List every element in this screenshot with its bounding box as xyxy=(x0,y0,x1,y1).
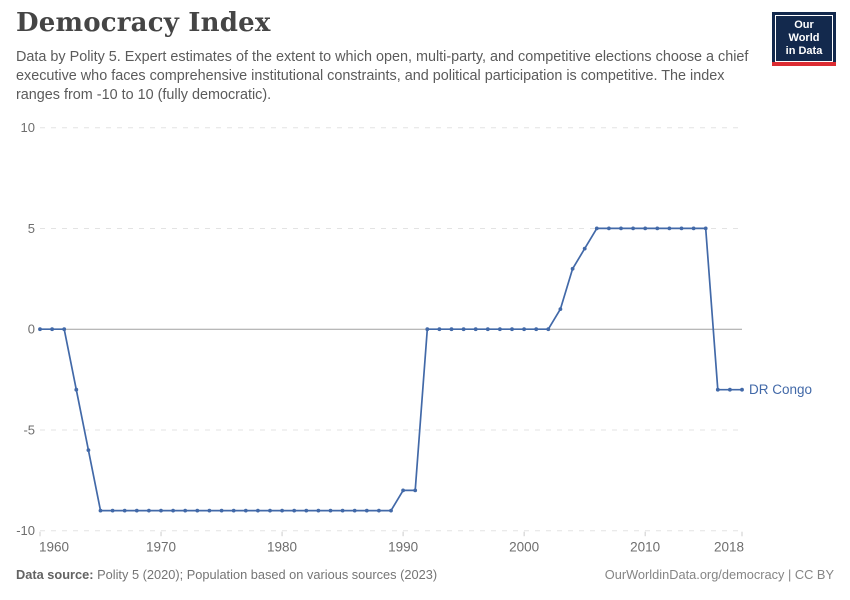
x-axis-tick-label: 2000 xyxy=(509,540,539,555)
data-point[interactable] xyxy=(207,508,212,513)
data-point[interactable] xyxy=(655,226,660,231)
data-point[interactable] xyxy=(546,327,551,332)
x-axis-tick-label: 2018 xyxy=(714,540,744,555)
data-point[interactable] xyxy=(377,508,381,513)
x-axis-tick-label: 1980 xyxy=(267,540,297,555)
data-point[interactable] xyxy=(631,226,635,231)
series-end-label: DR Congo xyxy=(749,382,812,397)
y-axis-tick-label: 0 xyxy=(28,322,35,337)
data-point[interactable] xyxy=(364,508,369,513)
data-point[interactable] xyxy=(389,508,393,513)
data-point[interactable] xyxy=(534,327,539,332)
owid-logo-line1: Our World xyxy=(788,19,820,44)
data-point[interactable] xyxy=(425,327,430,332)
data-point[interactable] xyxy=(98,508,103,513)
y-axis-tick-label: -5 xyxy=(23,422,35,437)
data-point[interactable] xyxy=(607,226,611,231)
data-point[interactable] xyxy=(328,508,333,513)
data-point[interactable] xyxy=(171,508,176,513)
data-point[interactable] xyxy=(691,226,696,231)
data-point[interactable] xyxy=(243,508,248,513)
data-point[interactable] xyxy=(473,327,478,332)
data-point[interactable] xyxy=(570,266,575,271)
owid-logo-line2: in Data xyxy=(785,45,823,57)
data-point[interactable] xyxy=(219,508,224,513)
data-point[interactable] xyxy=(231,508,236,513)
data-point[interactable] xyxy=(122,508,127,513)
data-point[interactable] xyxy=(38,327,42,332)
x-axis-tick-label: 2010 xyxy=(630,540,660,555)
data-point[interactable] xyxy=(86,448,91,452)
data-point[interactable] xyxy=(728,387,732,392)
data-point[interactable] xyxy=(352,508,357,513)
page-title: Democracy Index xyxy=(16,8,271,38)
data-point[interactable] xyxy=(256,508,260,513)
data-point[interactable] xyxy=(619,226,623,231)
data-point[interactable] xyxy=(316,508,321,513)
x-axis-tick-label: 1990 xyxy=(388,540,418,555)
owid-logo[interactable]: Our World in Data xyxy=(772,12,836,66)
data-point[interactable] xyxy=(62,327,67,332)
data-point[interactable] xyxy=(159,508,163,513)
y-axis-tick-label: -10 xyxy=(16,523,35,538)
data-point[interactable] xyxy=(74,387,79,392)
data-point[interactable] xyxy=(340,508,345,513)
data-point[interactable] xyxy=(304,508,309,513)
data-point[interactable] xyxy=(679,226,684,231)
data-source-note: Data source: Polity 5 (2020); Population… xyxy=(16,567,437,582)
data-point[interactable] xyxy=(268,508,272,513)
data-point[interactable] xyxy=(280,508,284,513)
y-axis-tick-label: 5 xyxy=(28,221,35,236)
data-point[interactable] xyxy=(401,488,405,493)
data-point[interactable] xyxy=(594,226,599,231)
data-point[interactable] xyxy=(643,226,648,231)
data-point[interactable] xyxy=(522,327,526,332)
data-point[interactable] xyxy=(740,387,744,392)
x-axis-tick-label: 1960 xyxy=(39,540,69,555)
data-source-label: Data source: xyxy=(16,567,94,582)
data-point[interactable] xyxy=(582,246,587,251)
data-point[interactable] xyxy=(449,327,454,332)
data-point[interactable] xyxy=(558,307,563,311)
data-point[interactable] xyxy=(110,508,115,513)
chart-subtitle: Data by Polity 5. Expert estimates of th… xyxy=(16,49,749,103)
data-point[interactable] xyxy=(715,387,720,392)
data-point[interactable] xyxy=(437,327,442,332)
data-point[interactable] xyxy=(703,226,708,231)
series-line-dr-congo[interactable] xyxy=(39,227,743,512)
data-point[interactable] xyxy=(498,327,502,332)
data-point[interactable] xyxy=(147,508,151,513)
x-axis-tick-label: 1970 xyxy=(146,540,176,555)
owid-logo-text: Our World in Data xyxy=(775,15,833,62)
y-axis-tick-label: 10 xyxy=(21,120,35,135)
data-point[interactable] xyxy=(461,327,466,332)
data-point[interactable] xyxy=(292,508,297,513)
data-point[interactable] xyxy=(485,327,490,332)
data-point[interactable] xyxy=(134,508,139,513)
data-point[interactable] xyxy=(183,508,188,513)
data-source-text: Polity 5 (2020); Population based on var… xyxy=(97,567,438,582)
chart-footer: Data source: Polity 5 (2020); Population… xyxy=(16,567,834,582)
data-point[interactable] xyxy=(510,327,514,332)
owid-credit-link[interactable]: OurWorldinData.org/democracy | CC BY xyxy=(604,567,834,582)
data-point[interactable] xyxy=(667,226,672,231)
data-point[interactable] xyxy=(50,327,54,332)
data-point[interactable] xyxy=(413,488,418,493)
data-point[interactable] xyxy=(195,508,200,513)
